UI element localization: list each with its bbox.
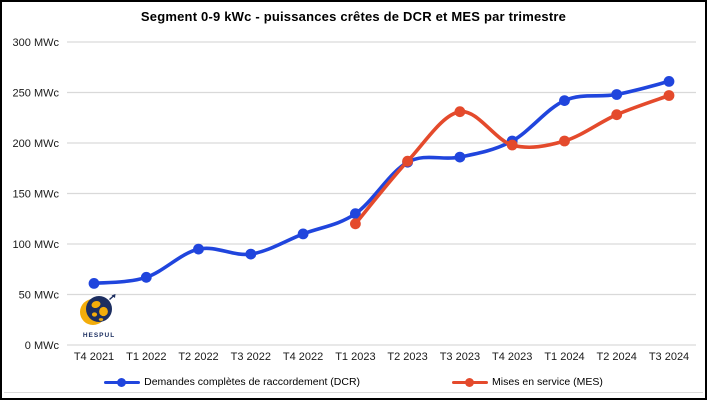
dcr-point <box>454 151 466 163</box>
legend-label-mes: Mises en service (MES) <box>492 376 603 388</box>
dcr-point <box>88 278 100 289</box>
mes-point <box>402 155 413 167</box>
dcr-point <box>193 243 204 255</box>
y-axis-tick-label: 100 MWc <box>13 239 60 251</box>
mes-point <box>559 135 570 147</box>
y-axis-tick-label: 150 MWc <box>13 189 60 201</box>
x-axis-tick-label: T3 2023 <box>440 351 480 363</box>
mes-point <box>506 139 518 151</box>
x-axis-tick-label: T4 2022 <box>283 351 323 363</box>
dcr-point <box>611 89 623 100</box>
x-axis-tick-label: T1 2023 <box>335 351 375 363</box>
y-axis-tick-label: 200 MWc <box>13 138 60 150</box>
dcr-legend-marker-icon <box>104 377 141 387</box>
x-axis-tick-label: T1 2022 <box>126 351 166 363</box>
mes-point <box>350 218 361 230</box>
x-axis-tick-label: T2 2024 <box>597 351 637 363</box>
bottom-divider <box>4 391 703 393</box>
mes-point <box>611 109 623 121</box>
y-axis-tick-label: 0 MWc <box>25 340 60 352</box>
x-axis-tick-label: T2 2022 <box>178 351 218 363</box>
legend-label-dcr: Demandes complètes de raccordement (DCR) <box>144 376 361 388</box>
dcr-point <box>663 76 675 87</box>
dcr-line <box>92 79 671 286</box>
dcr-point <box>140 271 152 283</box>
hespul-logo-icon <box>80 294 116 325</box>
x-axis-tick-label: T3 2022 <box>231 351 271 363</box>
x-axis-tick-label: T1 2024 <box>544 351 584 363</box>
legend-item-dcr: Demandes complètes de raccordement (DCR) <box>104 376 360 388</box>
dcr-point <box>297 228 309 240</box>
dcr-point <box>245 248 257 260</box>
chart-legend: Demandes complètes de raccordement (DCR)… <box>2 373 705 391</box>
x-axis-tick-label: T3 2024 <box>649 351 689 363</box>
hespul-logo: HESPUL <box>70 293 128 339</box>
x-axis-tick-label: T2 2023 <box>387 351 427 363</box>
hespul-logo-text: HESPUL <box>82 332 116 339</box>
y-axis-tick-label: 250 MWc <box>13 88 60 100</box>
mes-point <box>663 90 675 101</box>
x-axis-tick-label: T4 2021 <box>74 351 114 363</box>
mes-legend-marker-icon <box>452 377 489 387</box>
y-axis-tick-label: 50 MWc <box>19 290 60 302</box>
y-axis-tick-label: 300 MWc <box>13 37 60 49</box>
mes-point <box>454 106 466 118</box>
dcr-point <box>559 95 570 106</box>
x-axis-tick-label: T4 2023 <box>492 351 532 363</box>
legend-item-mes: Mises en service (MES) <box>452 376 603 388</box>
chart-title: Segment 0-9 kWc - puissances crêtes de D… <box>140 9 567 24</box>
dcr-point <box>350 208 361 220</box>
